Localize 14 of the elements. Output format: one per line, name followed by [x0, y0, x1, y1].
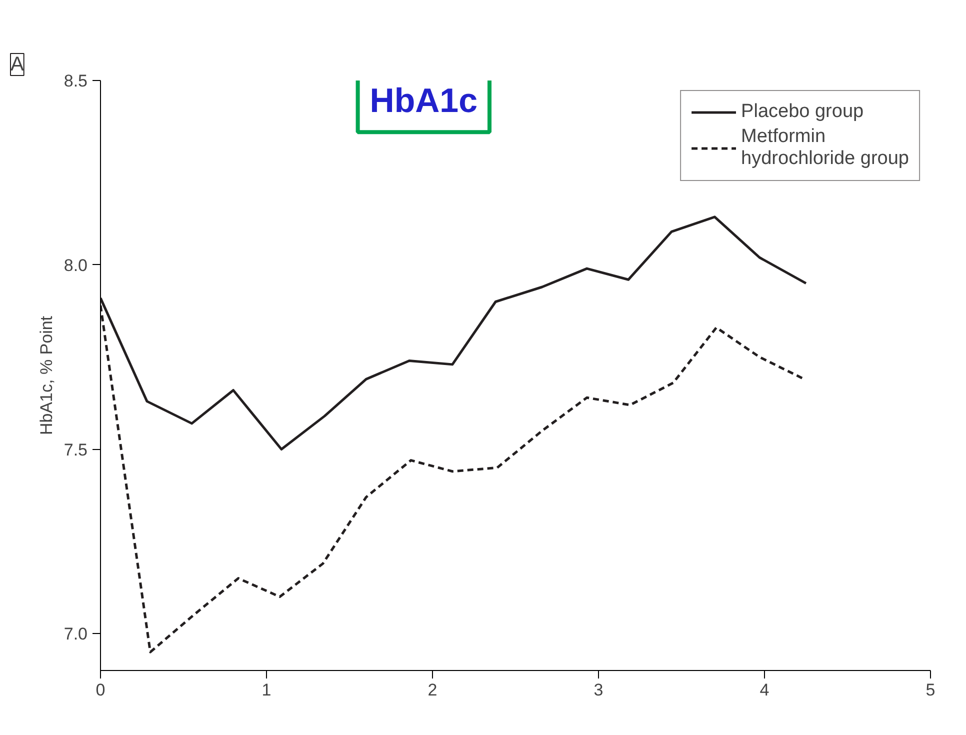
y-tick-label: 7.0 — [64, 624, 88, 644]
y-tick-label: 8.5 — [64, 72, 88, 90]
chart-title: HbA1c — [370, 82, 478, 120]
x-tick-label: 1 — [262, 680, 272, 700]
x-tick-label: 2 — [428, 680, 438, 700]
legend-label: Metformin hydrochloride group — [741, 126, 909, 170]
x-tick-label: 4 — [760, 680, 770, 700]
y-tick-label: 8.0 — [64, 256, 88, 275]
y-axis-title: HbA1c, % Point — [36, 316, 56, 436]
legend-label: Placebo group — [741, 101, 864, 123]
x-tick-label: 0 — [96, 680, 106, 700]
y-tick-label: 7.5 — [64, 440, 88, 460]
x-tick-label: 5 — [926, 680, 936, 700]
x-tick-label: 3 — [594, 680, 604, 700]
